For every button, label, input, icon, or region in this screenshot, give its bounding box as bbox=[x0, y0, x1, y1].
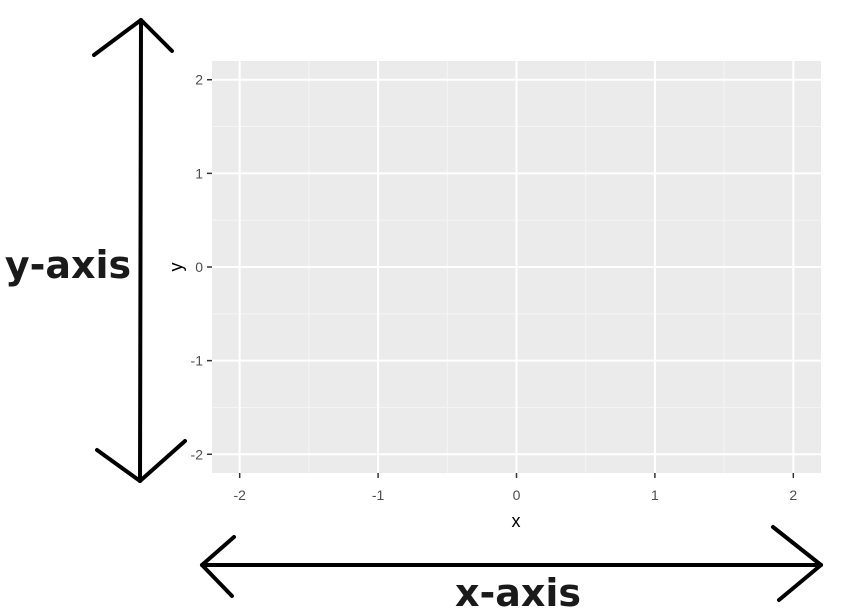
y-axis-arrow-head-top bbox=[92, 18, 174, 57]
y-axis-arrow-head-bottom bbox=[95, 439, 187, 483]
x-axis-annotation: x-axis bbox=[455, 571, 581, 615]
x-tick-label: 1 bbox=[651, 487, 659, 503]
y-tick-label: -1 bbox=[191, 353, 204, 369]
x-axis-arrow-head-left bbox=[200, 535, 236, 598]
x-tick-label: 2 bbox=[789, 487, 797, 503]
y-axis-double-arrow bbox=[92, 18, 187, 483]
y-axis-title: y bbox=[166, 263, 186, 272]
x-tick-label: 0 bbox=[513, 487, 521, 503]
axis-ticks bbox=[207, 78, 795, 478]
y-tick-label: 0 bbox=[195, 259, 203, 275]
y-axis-annotation: y-axis bbox=[5, 243, 131, 287]
y-axis-arrow-shaft bbox=[138, 18, 143, 483]
x-axis-double-arrow bbox=[200, 525, 823, 602]
y-tick-label: 1 bbox=[195, 165, 203, 181]
grid-major-lines bbox=[212, 61, 821, 473]
x-axis-arrow-head-right bbox=[771, 525, 823, 602]
x-axis-title: x bbox=[512, 511, 521, 531]
y-tick-label: -2 bbox=[191, 446, 204, 462]
x-tick-label: -1 bbox=[372, 487, 385, 503]
y-tick-label: 2 bbox=[195, 72, 203, 88]
x-tick-label: -2 bbox=[233, 487, 246, 503]
axis-tick-labels: -2 -1 0 1 2 -2 -1 0 1 2 bbox=[191, 72, 798, 503]
